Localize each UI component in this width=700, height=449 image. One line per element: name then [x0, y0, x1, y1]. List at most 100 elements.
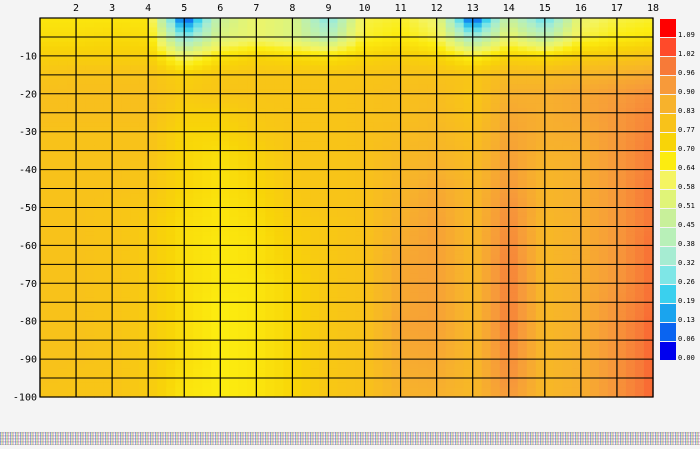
- heatmap-cell: [589, 231, 600, 237]
- heatmap-cell: [310, 150, 321, 156]
- heatmap-cell: [265, 354, 275, 360]
- heatmap-cell: [355, 70, 366, 76]
- heatmap-cell: [373, 74, 384, 81]
- heatmap-cell: [211, 311, 221, 318]
- heatmap-cell: [292, 18, 303, 24]
- heatmap-cell: [247, 269, 257, 275]
- heatmap-cell: [247, 46, 257, 52]
- heatmap-cell: [607, 112, 618, 119]
- heatmap-cell: [463, 240, 474, 246]
- heatmap-cell: [256, 51, 266, 57]
- heatmap-cell: [454, 202, 465, 209]
- heatmap-cell: [346, 84, 357, 90]
- heatmap-cell: [472, 126, 483, 133]
- heatmap-cell: [517, 269, 528, 275]
- heatmap-cell: [382, 202, 393, 209]
- heatmap-cell: [391, 212, 402, 218]
- heatmap-cell: [355, 27, 366, 33]
- heatmap-cell: [607, 46, 618, 52]
- heatmap-cell: [112, 335, 122, 341]
- heatmap-cell: [346, 259, 357, 265]
- heatmap-cell: [562, 155, 573, 161]
- heatmap-cell: [355, 212, 366, 218]
- heatmap-cell: [427, 302, 438, 308]
- heatmap-cell: [238, 316, 248, 322]
- heatmap-cell: [184, 27, 194, 33]
- heatmap-cell: [193, 112, 203, 119]
- heatmap-cell: [130, 207, 140, 213]
- heatmap-cell: [544, 292, 555, 299]
- heatmap-cell: [67, 288, 77, 294]
- heatmap-cell: [481, 22, 492, 29]
- heatmap-cell: [481, 131, 492, 138]
- heatmap-cell: [184, 231, 194, 237]
- heatmap-cell: [355, 117, 366, 123]
- heatmap-cell: [391, 70, 402, 76]
- heatmap-cell: [76, 269, 86, 275]
- heatmap-cell: [418, 22, 429, 29]
- heatmap-cell: [85, 269, 95, 275]
- heatmap-cell: [166, 278, 176, 284]
- heatmap-cell: [184, 117, 194, 123]
- heatmap-cell: [625, 288, 636, 294]
- heatmap-cell: [202, 250, 212, 256]
- heatmap-cell: [274, 188, 284, 194]
- heatmap-cell: [391, 359, 402, 365]
- heatmap-cell: [103, 117, 113, 123]
- heatmap-cell: [49, 60, 59, 66]
- heatmap-cell: [364, 198, 375, 204]
- heatmap-cell: [76, 98, 86, 104]
- heatmap-cell: [589, 79, 600, 85]
- heatmap-cell: [346, 117, 357, 123]
- heatmap-cell: [229, 340, 239, 346]
- heatmap-cell: [184, 84, 194, 90]
- heatmap-cell: [103, 103, 113, 109]
- heatmap-cell: [193, 325, 203, 332]
- heatmap-cell: [103, 316, 113, 322]
- heatmap-cell: [355, 41, 366, 48]
- heatmap-cell: [139, 55, 149, 62]
- heatmap-cell: [445, 18, 456, 24]
- heatmap-cell: [40, 335, 50, 341]
- heatmap-cell: [103, 131, 113, 138]
- heatmap-cell: [355, 112, 366, 119]
- heatmap-cell: [40, 283, 50, 289]
- heatmap-cell: [481, 193, 492, 199]
- heatmap-cell: [49, 198, 59, 204]
- heatmap-cell: [292, 311, 303, 318]
- heatmap-cell: [85, 363, 95, 370]
- heatmap-cell: [49, 164, 59, 171]
- heatmap-cell: [427, 51, 438, 57]
- heatmap-cell: [571, 74, 582, 81]
- heatmap-cell: [265, 306, 275, 313]
- heatmap-cell: [445, 321, 456, 327]
- heatmap-cell: [553, 283, 564, 289]
- heatmap-cell: [157, 207, 167, 213]
- heatmap-cell: [175, 89, 185, 95]
- heatmap-cell: [625, 335, 636, 341]
- heatmap-cell: [130, 169, 140, 175]
- heatmap-cell: [301, 126, 312, 133]
- heatmap-cell: [193, 41, 203, 48]
- heatmap-cell: [490, 136, 501, 142]
- heatmap-cell: [103, 174, 113, 180]
- heatmap-cell: [211, 278, 221, 284]
- heatmap-cell: [40, 292, 50, 299]
- heatmap-cell: [544, 55, 555, 62]
- heatmap-cell: [283, 212, 294, 218]
- heatmap-cell: [643, 335, 654, 341]
- heatmap-cell: [589, 240, 600, 246]
- heatmap-cell: [571, 155, 582, 161]
- heatmap-cell: [463, 198, 474, 204]
- heatmap-cell: [166, 141, 176, 147]
- heatmap-cell: [337, 188, 348, 194]
- heatmap-cell: [328, 70, 339, 76]
- heatmap-cell: [382, 344, 393, 351]
- heatmap-cell: [85, 231, 95, 237]
- heatmap-cell: [373, 278, 384, 284]
- heatmap-cell: [175, 27, 185, 33]
- heatmap-cell: [328, 354, 339, 360]
- heatmap-cell: [121, 174, 131, 180]
- heatmap-cell: [310, 321, 321, 327]
- heatmap-cell: [454, 169, 465, 175]
